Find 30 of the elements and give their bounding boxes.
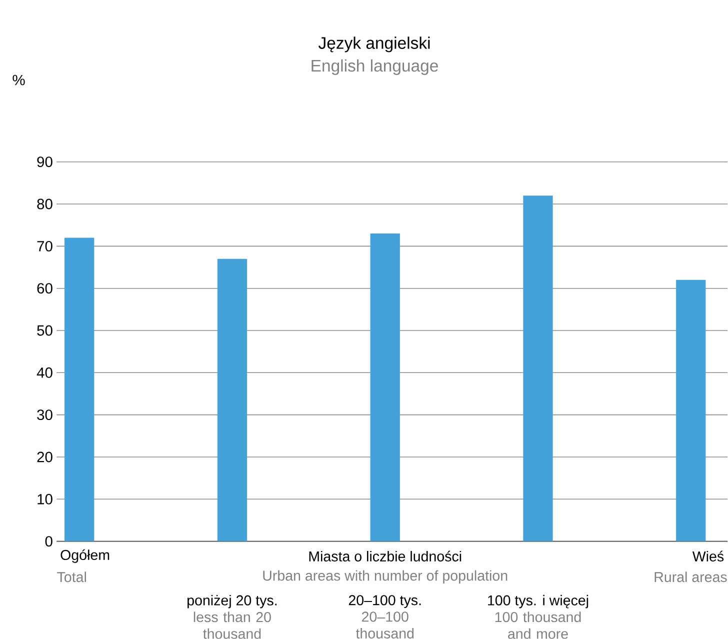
bar [64, 238, 94, 542]
chart-title: Język angielski [318, 36, 430, 52]
bar [523, 196, 553, 542]
y-tick-label: 50 [37, 325, 52, 336]
x-tick-label: Ogółem [60, 549, 110, 563]
x-tick-label: 100 tys. i więcej [488, 594, 588, 608]
y-tick-label: 20 [37, 452, 52, 462]
x-tick-label: poniżej 20 tys. [188, 594, 277, 608]
y-tick-label: 40 [36, 367, 52, 378]
text: 100 thousand and more [495, 612, 581, 639]
text: Rural areas [654, 572, 727, 582]
bar [370, 234, 400, 542]
bar [217, 258, 248, 542]
x-tick-label: 20–100 tys. [348, 595, 421, 608]
y-axis-title: % [12, 74, 25, 86]
text: less than 20 thousand [194, 612, 271, 639]
y-tick-label: 0 [45, 536, 52, 547]
y-tick-label: 30 [37, 410, 52, 420]
chart-subtitle: English language [312, 59, 438, 76]
y-tick-label: 60 [37, 283, 52, 294]
bar [676, 280, 706, 542]
text: Total [57, 572, 86, 582]
y-tick-label: 90 [37, 156, 52, 168]
text: Urban areas with number of population [263, 570, 508, 584]
y-tick-label: 70 [37, 240, 52, 252]
x-tick-label: Wieś [692, 550, 724, 562]
y-tick-label: 10 [38, 494, 52, 504]
text: 20–100 thousand [356, 612, 414, 639]
y-tick-label: 80 [37, 198, 52, 210]
text: Miasta o liczbie ludności [309, 550, 462, 562]
